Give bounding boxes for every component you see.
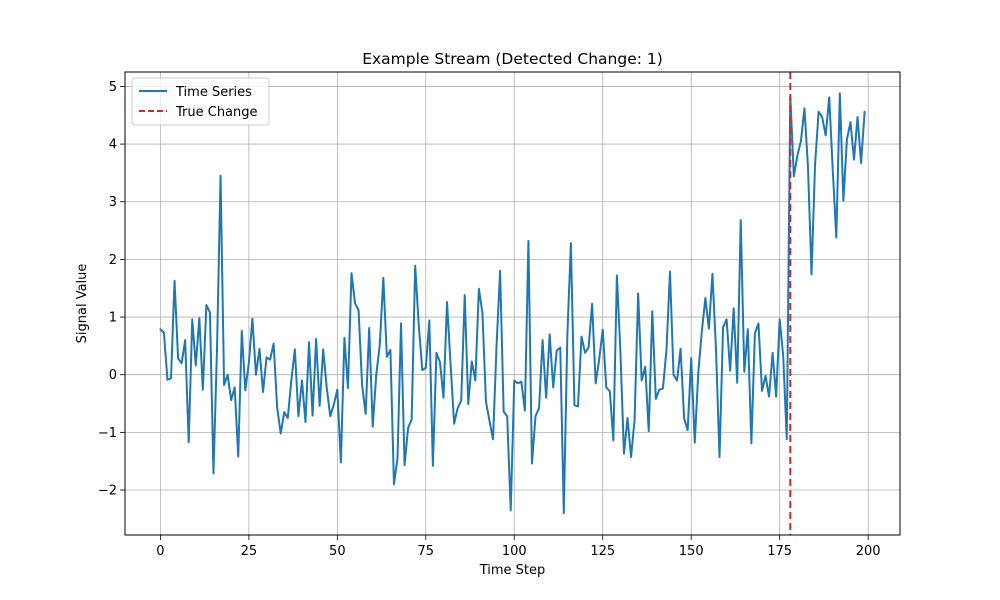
axis-ticks: 0 25 50 75 100 125 150 175 200 −2 −1 0 1 2 3 4 5 bbox=[98, 80, 881, 559]
y-tick-label: 1 bbox=[109, 311, 117, 326]
series-layer bbox=[159, 72, 866, 535]
y-tick-label: 2 bbox=[109, 253, 117, 268]
x-tick-label: 100 bbox=[502, 544, 527, 559]
x-tick-label: 0 bbox=[156, 544, 164, 559]
x-tick-label: 25 bbox=[241, 544, 258, 559]
y-axis-label: Signal Value bbox=[75, 264, 90, 344]
x-tick-label: 50 bbox=[329, 544, 346, 559]
y-tick-label: 3 bbox=[109, 195, 117, 210]
series-line-time-series bbox=[159, 92, 866, 515]
x-tick-label: 150 bbox=[679, 544, 704, 559]
chart-title: Example Stream (Detected Change: 1) bbox=[362, 50, 663, 68]
y-tick-label: 0 bbox=[109, 368, 117, 383]
legend-label-true-change: True Change bbox=[175, 105, 258, 120]
y-tick-label: 5 bbox=[109, 80, 117, 95]
legend: Time Series True Change bbox=[131, 77, 270, 126]
y-tick-label: −1 bbox=[98, 426, 117, 441]
x-axis-label: Time Step bbox=[479, 563, 546, 578]
y-tick-label: −2 bbox=[98, 484, 117, 499]
legend-label-time-series: Time Series bbox=[175, 85, 252, 100]
plot-area-frame bbox=[124, 71, 901, 536]
x-tick-label: 125 bbox=[590, 544, 615, 559]
legend-box bbox=[131, 77, 270, 126]
x-tick-label: 75 bbox=[418, 544, 435, 559]
x-tick-label: 175 bbox=[767, 544, 792, 559]
x-tick-label: 200 bbox=[856, 544, 881, 559]
y-tick-label: 4 bbox=[109, 138, 117, 153]
